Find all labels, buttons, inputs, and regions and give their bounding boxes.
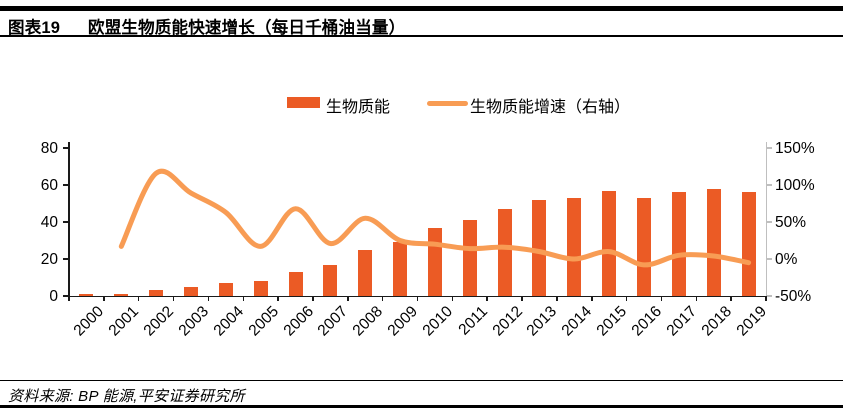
- x-axis-tick: [103, 296, 105, 301]
- x-axis-year-label: 2017: [663, 303, 700, 340]
- biomass-bar: [497, 209, 512, 296]
- x-axis-year-label: 2018: [698, 303, 735, 340]
- x-axis-year-label: 2019: [733, 303, 770, 340]
- x-axis-year-label: 2002: [140, 303, 178, 340]
- source-note: 资料来源: BP 能源,平安证券研究所: [8, 388, 245, 405]
- x-axis-tick: [660, 296, 663, 301]
- x-axis-year-label: 2003: [175, 303, 212, 340]
- biomass-bar: [253, 281, 268, 296]
- biomass-bar: [79, 294, 94, 296]
- x-axis-year-label: 2015: [593, 303, 631, 340]
- x-axis-year-label: 2016: [628, 303, 666, 340]
- biomass-bar: [741, 192, 756, 296]
- left-axis-tick-label: 60: [40, 176, 58, 194]
- left-axis-tick-label: 40: [40, 213, 58, 231]
- x-axis-tick: [277, 296, 279, 301]
- x-axis-year-label: 2005: [245, 303, 282, 340]
- footer-divider: [0, 380, 843, 381]
- biomass-bar: [323, 264, 338, 296]
- x-axis-tick: [625, 296, 628, 301]
- x-axis-tick: [242, 296, 244, 301]
- right-axis-tick: [767, 258, 772, 260]
- biomass-bar: [114, 294, 129, 296]
- x-axis-year-label: 2004: [210, 303, 247, 340]
- biomass-bar: [183, 286, 198, 296]
- left-axis-tick-label: 20: [40, 250, 58, 268]
- x-axis-tick: [591, 296, 593, 301]
- left-axis-tick-label: 0: [49, 287, 58, 305]
- legend-bar-swatch: [287, 97, 320, 108]
- right-axis-tick: [767, 221, 772, 223]
- x-axis-year-label: 2007: [314, 303, 352, 340]
- left-axis-tick-label: 80: [40, 139, 58, 157]
- x-axis-tick: [486, 296, 488, 301]
- figure-label: 图表19: [8, 19, 61, 37]
- top-rule: [0, 6, 843, 11]
- x-axis-tick: [172, 296, 175, 301]
- x-axis-tick: [521, 296, 523, 301]
- x-axis-tick: [312, 296, 314, 301]
- x-axis-year-label: 2001: [105, 303, 143, 340]
- biomass-bar: [532, 199, 547, 296]
- left-axis-tick: [63, 147, 68, 149]
- right-axis-tick-label: 50%: [775, 213, 807, 231]
- x-axis-tick: [451, 296, 454, 301]
- x-axis-tick: [730, 296, 732, 301]
- biomass-bar: [149, 290, 164, 296]
- x-axis-tick: [765, 296, 767, 301]
- x-axis-year-label: 2013: [524, 303, 561, 340]
- right-axis-tick: [767, 147, 772, 149]
- x-axis-tick: [695, 296, 698, 301]
- left-axis-tick: [63, 184, 68, 186]
- right-axis-tick-label: -50%: [775, 287, 812, 305]
- title-divider: [0, 35, 843, 37]
- right-axis-tick-label: 150%: [775, 139, 815, 157]
- biomass-bar: [462, 220, 477, 296]
- right-axis-tick-label: 0%: [775, 250, 798, 268]
- x-axis-tick: [137, 296, 140, 301]
- right-axis-line: [765, 142, 767, 296]
- right-axis-tick: [767, 184, 772, 186]
- left-axis-tick: [63, 295, 68, 297]
- right-axis-tick: [767, 295, 772, 297]
- x-axis-tick: [381, 296, 384, 301]
- x-axis-year-label: 2011: [455, 303, 491, 339]
- x-axis-tick: [556, 296, 558, 301]
- biomass-bar: [358, 249, 373, 296]
- x-axis-year-label: 2000: [71, 303, 108, 340]
- left-axis-tick: [63, 221, 68, 223]
- legend-line-label: 生物质能增速（右轴）: [470, 99, 631, 116]
- biomass-bar: [393, 242, 408, 296]
- figure-title: 欧盟生物质能快速增长（每日千桶油当量）: [88, 19, 406, 37]
- biomass-bar: [637, 197, 652, 296]
- x-axis-year-label: 2009: [384, 303, 422, 340]
- biomass-bar: [602, 190, 617, 296]
- biomass-bar: [427, 227, 442, 296]
- x-axis-tick: [207, 296, 210, 301]
- x-axis-year-label: 2014: [558, 303, 596, 340]
- x-axis-tick: [68, 296, 70, 301]
- legend-line-swatch: [427, 101, 468, 106]
- right-axis-tick-label: 100%: [775, 176, 815, 194]
- biomass-bar: [671, 192, 686, 296]
- biomass-bar: [288, 271, 303, 296]
- x-axis-year-label: 2008: [349, 303, 387, 340]
- x-axis-year-label: 2006: [280, 303, 317, 340]
- left-axis-line: [68, 142, 70, 296]
- x-axis-year-label: 2012: [489, 303, 526, 340]
- biomass-bar: [706, 188, 721, 296]
- biomass-bar: [218, 283, 233, 296]
- x-axis-tick: [416, 296, 419, 301]
- biomass-bar: [567, 197, 582, 296]
- legend-bar-label: 生物质能: [326, 99, 391, 116]
- bottom-rule: [0, 405, 843, 408]
- x-axis-year-label: 2010: [419, 303, 456, 340]
- left-axis-tick: [63, 258, 68, 260]
- x-axis-tick: [347, 296, 349, 301]
